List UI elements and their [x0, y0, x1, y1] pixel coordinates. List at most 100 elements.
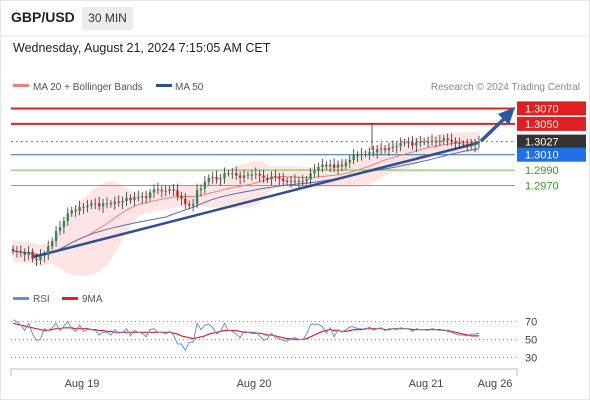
candle-body: [305, 179, 308, 181]
candle-body: [458, 143, 461, 145]
level-label: 1.3070: [525, 103, 559, 115]
candle-body: [105, 203, 109, 205]
candle-body: [442, 138, 445, 141]
candle-body: [176, 190, 179, 197]
candle-body: [356, 155, 359, 157]
candle-body: [379, 148, 383, 150]
level-label: 1.3050: [525, 119, 559, 131]
candle-body: [360, 153, 363, 156]
candle-body: [11, 248, 15, 252]
trendline: [32, 141, 479, 259]
candle-body: [407, 142, 410, 144]
candle-body: [90, 203, 93, 206]
ma50-swatch: [156, 84, 172, 87]
candle-body: [364, 153, 367, 155]
projection-arrow: [479, 115, 508, 143]
candle-body: [426, 141, 430, 143]
timeframe-badge[interactable]: 30 MIN: [82, 7, 133, 30]
projection-arrow-head: [498, 107, 515, 125]
ma50-line: [12, 148, 480, 256]
x-tick-label: Aug 21: [409, 378, 444, 390]
candle-body: [477, 141, 481, 144]
candle-body: [332, 164, 336, 168]
candle-body: [51, 241, 54, 247]
candle-body: [238, 175, 242, 178]
candle-body: [285, 180, 289, 182]
candle-body: [235, 173, 238, 176]
candle-body: [215, 177, 218, 180]
candle-body: [297, 180, 301, 182]
candle-body: [336, 164, 340, 168]
candle-body: [19, 251, 22, 253]
rsi-swatch: [13, 297, 29, 300]
candle-body: [293, 180, 297, 182]
candle-body: [246, 174, 250, 176]
candle-body: [344, 162, 348, 167]
candle-body: [274, 176, 277, 178]
candle-body: [27, 251, 30, 255]
candle-body: [321, 164, 324, 167]
ma9-swatch: [62, 297, 78, 300]
x-tick-label: Aug 26: [478, 378, 513, 390]
candle-body: [462, 143, 465, 145]
candle-body: [473, 143, 477, 146]
candle-body: [62, 221, 66, 228]
candle-body: [223, 173, 226, 179]
candle-body: [383, 148, 387, 150]
candle-body: [188, 204, 191, 206]
candle-body: [94, 203, 97, 205]
candle-body: [168, 189, 171, 191]
candle-body: [98, 203, 101, 207]
candle-body: [113, 201, 116, 204]
candle-body: [180, 196, 183, 199]
rsi-level-label: 30: [525, 353, 537, 365]
candle-body: [121, 201, 124, 203]
candle-body: [172, 189, 175, 191]
level-label: 1.3010: [525, 150, 559, 162]
candle-body: [309, 173, 312, 180]
candle-body: [39, 255, 42, 261]
candle-body: [195, 190, 199, 205]
candle-body: [454, 141, 457, 144]
candle-body: [258, 174, 261, 176]
rsi-level-label: 70: [525, 317, 537, 329]
candle-body: [199, 188, 203, 191]
candle-body: [282, 178, 285, 181]
candle-body: [227, 173, 230, 175]
candle-body: [207, 177, 210, 182]
x-tick-label: Aug 19: [65, 378, 100, 390]
candle-body: [47, 246, 50, 255]
candle-body: [348, 160, 351, 163]
candle-body: [317, 167, 320, 171]
candle-body: [35, 258, 38, 261]
candle-body: [352, 155, 355, 161]
ma20-line: [12, 141, 480, 256]
rsi-line: [12, 319, 480, 352]
candle-body: [15, 251, 19, 253]
candle-body: [231, 173, 234, 175]
rsi-level-label: 50: [525, 335, 537, 347]
datetime-label: Wednesday, August 21, 2024 7:15:05 AM CE…: [13, 41, 271, 55]
symbol-title: GBP/USD: [11, 9, 75, 25]
rsi-legend-label: RSI: [33, 294, 50, 305]
candle-body: [54, 231, 58, 241]
candle-body: [376, 149, 379, 153]
candle-body: [156, 189, 160, 191]
candle-body: [101, 203, 105, 207]
candle-body: [278, 177, 281, 179]
level-label: 1.2970: [525, 181, 559, 193]
candle-body: [289, 180, 293, 182]
candle-body: [419, 141, 422, 143]
level-label-box: [517, 116, 586, 131]
level-label-box: [517, 134, 586, 149]
candle-body: [86, 205, 89, 208]
candle-body: [133, 197, 136, 201]
candle-body: [266, 177, 269, 180]
candle-body: [423, 141, 426, 143]
level-label: 1.2990: [525, 165, 559, 177]
candle-body: [254, 174, 257, 175]
candle-body: [117, 201, 120, 203]
candle-body: [368, 152, 371, 154]
